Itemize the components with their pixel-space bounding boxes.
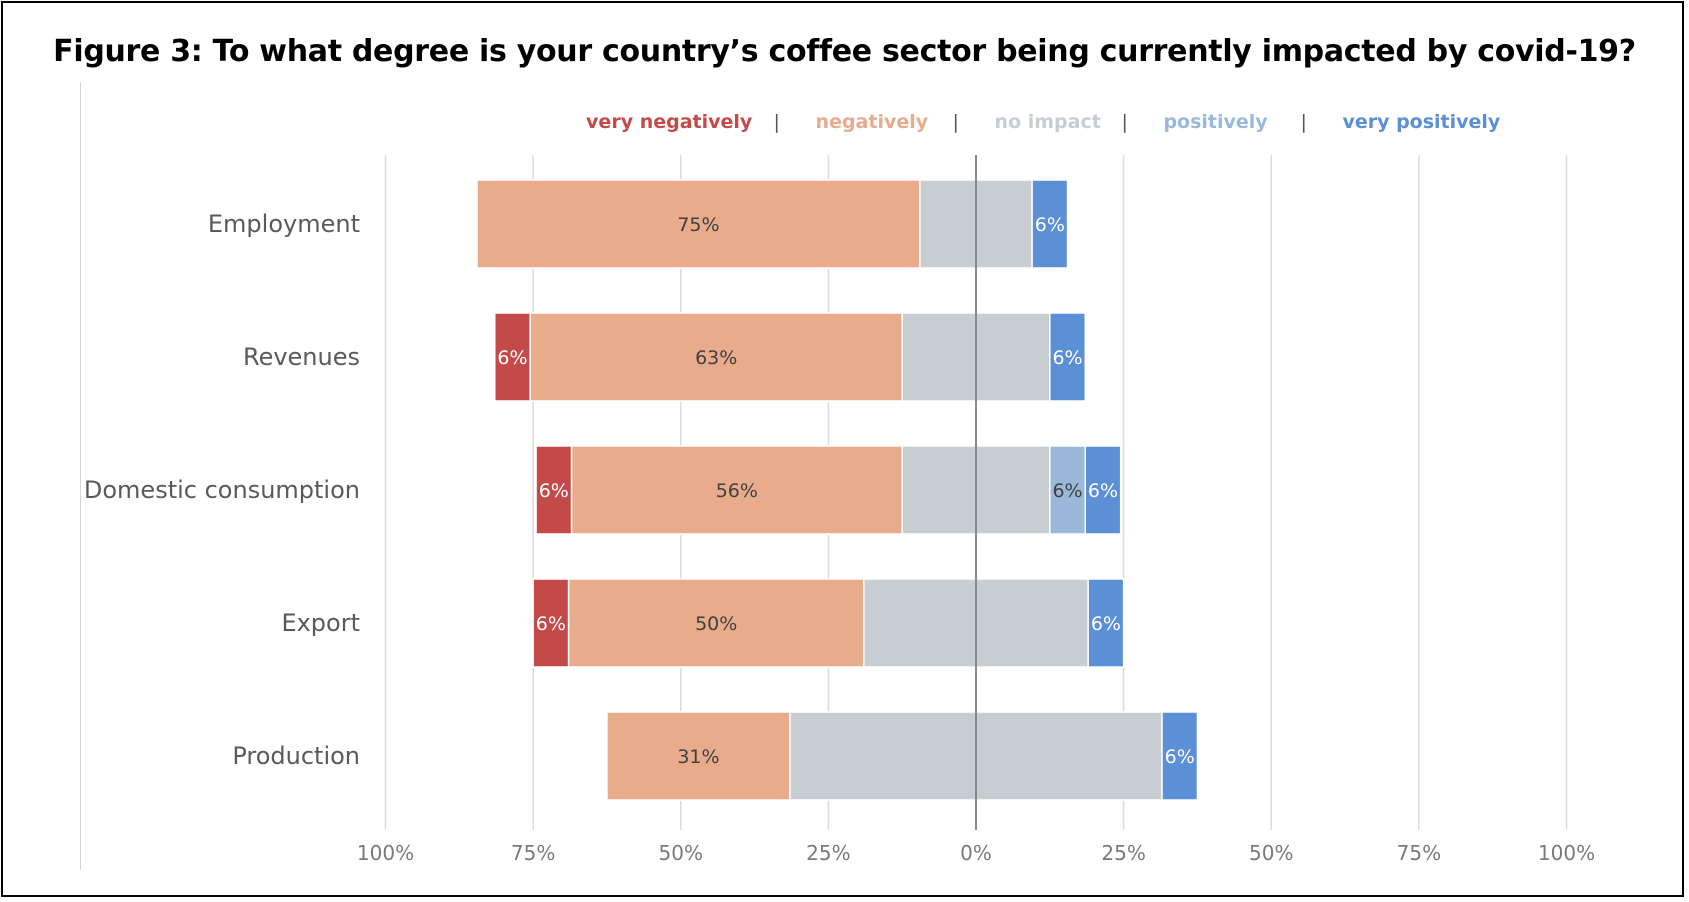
data-label-production-negatively: 31% — [677, 746, 719, 768]
bar-production-very-positively — [1161, 711, 1199, 801]
legend-separator: | — [1121, 111, 1127, 133]
data-label-revenues-very-negatively: 6% — [497, 347, 527, 369]
category-label-export: Export — [281, 609, 360, 637]
legend-separator: | — [953, 111, 959, 133]
data-label-domestic-consumption-very-positively: 6% — [1088, 480, 1118, 502]
data-label-domestic-consumption-positively: 6% — [1052, 480, 1082, 502]
category-label-domestic-consumption: Domestic consumption — [84, 476, 360, 504]
legend-item-negatively: negatively — [816, 111, 929, 133]
data-label-production-very-positively: 6% — [1165, 746, 1195, 768]
legend-item-positively: positively — [1163, 111, 1268, 133]
x-tick-label: 25% — [806, 841, 850, 865]
data-label-domestic-consumption-negatively: 56% — [716, 480, 758, 502]
bar-domestic-consumption-positively — [1049, 445, 1086, 535]
bar-domestic-consumption-very-positively — [1084, 445, 1122, 535]
category-labels: Employment Revenues Domestic consumption Ex… — [84, 210, 360, 770]
data-labels: 75% 6% 6% 63% 6% 6% 56% 6% 6% 6% 50% 6% 31% 6% — [497, 214, 1194, 768]
category-label-employment: Employment — [208, 210, 360, 238]
axis-left-rule — [80, 82, 81, 870]
chart-title: Figure 3: To what degree is your country… — [53, 34, 1636, 69]
x-tick-label: 75% — [511, 841, 555, 865]
category-label-production: Production — [232, 742, 360, 770]
legend-item-very-negatively: very negatively — [586, 111, 753, 133]
legend-separator: | — [1300, 111, 1306, 133]
x-tick-label: 75% — [1397, 841, 1441, 865]
bar-domestic-consumption-very-negatively — [535, 445, 573, 535]
bar-production-negatively — [606, 711, 791, 801]
x-tick-label: 50% — [659, 841, 703, 865]
bar-employment-very-positively — [1031, 179, 1069, 269]
legend-item-very-positively: very positively — [1342, 111, 1500, 133]
x-tick-label: 0% — [960, 841, 992, 865]
data-label-employment-very-positively: 6% — [1035, 214, 1065, 236]
bar-domestic-consumption-negatively — [570, 445, 903, 535]
data-label-employment-negatively: 75% — [677, 214, 719, 236]
x-tick-labels: 100% 75% 50% 25% 0% 25% 50% 75% 100% — [357, 841, 1595, 865]
legend-item-no-impact: no impact — [995, 111, 1101, 133]
bar-export-very-positively — [1087, 578, 1125, 668]
bar-employment-negatively — [476, 179, 921, 269]
data-label-export-very-positively: 6% — [1091, 613, 1121, 635]
legend: very negatively | negatively | no impact | pos… — [586, 111, 1501, 133]
legend-separator: | — [774, 111, 780, 133]
x-tick-label: 25% — [1101, 841, 1145, 865]
data-label-revenues-negatively: 63% — [695, 347, 737, 369]
bar-revenues-very-negatively — [493, 312, 531, 402]
bar-export-negatively — [567, 578, 865, 668]
bar-export-very-negatively — [532, 578, 570, 668]
category-label-revenues: Revenues — [243, 343, 360, 371]
bar-revenues-negatively — [529, 312, 903, 402]
x-tick-label: 100% — [1538, 841, 1595, 865]
data-label-domestic-consumption-very-negatively: 6% — [539, 480, 569, 502]
x-tick-label: 100% — [357, 841, 414, 865]
bar-revenues-very-positively — [1049, 312, 1086, 402]
data-label-export-negatively: 50% — [695, 613, 737, 635]
x-tick-label: 50% — [1249, 841, 1293, 865]
data-label-revenues-very-positively: 6% — [1052, 347, 1082, 369]
data-label-export-very-negatively: 6% — [536, 613, 566, 635]
